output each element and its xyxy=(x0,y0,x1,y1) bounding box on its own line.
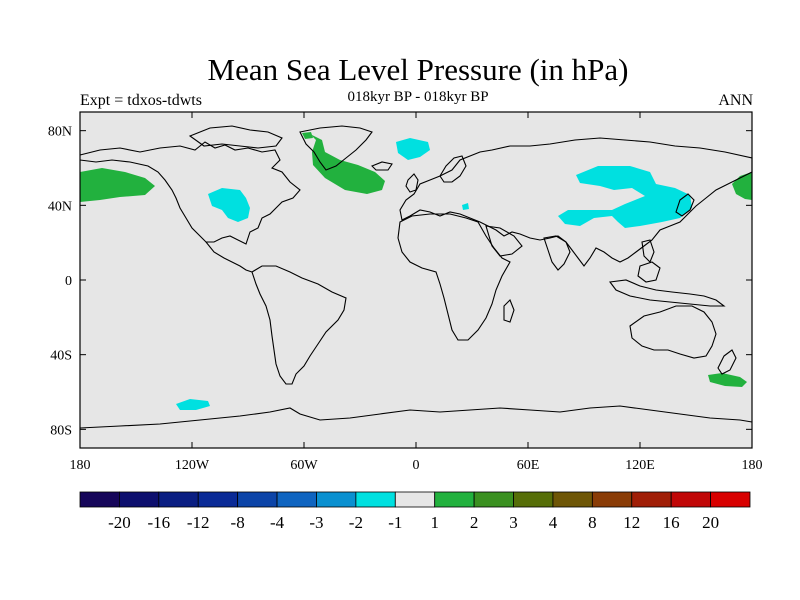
anomaly-north-america-low xyxy=(208,188,250,222)
lon-tick-label: 0 xyxy=(413,458,420,473)
coast-philippines xyxy=(641,239,655,263)
colorbar-label: -2 xyxy=(349,513,363,532)
coast-arctic-islands xyxy=(188,125,283,149)
anomaly-arctic-atlantic-low xyxy=(396,138,430,160)
colorbar-label: -20 xyxy=(108,513,131,532)
coast-north-america xyxy=(79,141,301,245)
coast-britain xyxy=(405,173,419,193)
anomaly-southwest-pacific-high xyxy=(708,373,747,387)
colorbar-label: -8 xyxy=(231,513,245,532)
coast-central-america xyxy=(205,241,253,273)
anomaly-greenland-high-2 xyxy=(302,132,313,139)
colorbar-label: -1 xyxy=(388,513,402,532)
lat-tick-label: 0 xyxy=(65,274,72,289)
colorbar-label: -3 xyxy=(309,513,323,532)
plot-title: Mean Sea Level Pressure (in hPa) xyxy=(207,52,629,87)
colorbar: -20 -16 -12 -8 -4 -3 -2 -1 1 2 3 4 8 12 16 20 xyxy=(79,491,751,532)
coast-india xyxy=(543,235,571,271)
coast-scandinavia xyxy=(439,155,467,183)
colorbar-swatch xyxy=(237,491,278,508)
coast-antarctica xyxy=(79,405,753,429)
colorbar-label: 12 xyxy=(623,513,640,532)
plot-subtitle: 018kyr BP - 018kyr BP xyxy=(347,89,489,105)
lat-tick-label: 80S xyxy=(50,423,72,438)
colorbar-swatch xyxy=(355,491,396,508)
colorbar-swatch xyxy=(631,491,672,508)
colorbar-label: 4 xyxy=(549,513,558,532)
colorbar-swatch xyxy=(473,491,514,508)
lat-tick-label: 80N xyxy=(48,125,72,140)
colorbar-label: 2 xyxy=(470,513,479,532)
colorbar-swatch xyxy=(394,491,436,508)
anomaly-greenland-high xyxy=(310,134,385,194)
map-background xyxy=(80,112,752,448)
anomaly-small-cyan xyxy=(462,203,469,210)
colorbar-label: -16 xyxy=(147,513,170,532)
colorbar-label: 16 xyxy=(663,513,680,532)
lat-tick-label: 40S xyxy=(50,349,72,364)
coast-south-america xyxy=(251,265,347,385)
coast-eurasia xyxy=(399,137,753,267)
colorbar-swatch xyxy=(276,491,317,508)
lon-tick-label: 120W xyxy=(175,458,210,473)
colorbar-swatch xyxy=(710,491,751,508)
colorbar-swatch xyxy=(79,491,120,508)
lon-tick-label: 60W xyxy=(290,458,318,473)
lon-tick-label: 180 xyxy=(70,458,91,473)
experiment-label: Expt = tdxos-tdwts xyxy=(80,92,202,109)
colorbar-swatch xyxy=(552,491,593,508)
colorbar-swatch xyxy=(434,491,475,508)
anomaly-north-pacific-high xyxy=(80,168,155,202)
coast-australia xyxy=(629,305,717,359)
longitude-axis: 180 120W 60W 0 60E 120E 180 xyxy=(70,112,763,473)
colorbar-swatch xyxy=(513,491,554,508)
coast-madagascar xyxy=(503,299,515,323)
coast-indonesia xyxy=(608,279,726,307)
coast-greenland xyxy=(299,125,373,171)
colorbar-swatch xyxy=(119,491,160,508)
lon-tick-label: 60E xyxy=(517,458,540,473)
coast-arabia xyxy=(485,225,523,257)
anomaly-southern-ocean-low xyxy=(176,399,210,410)
colorbar-swatch xyxy=(591,491,633,508)
coast-iceland xyxy=(371,161,393,171)
anomaly-northeast-asia-low xyxy=(558,166,692,228)
colorbar-label: 3 xyxy=(509,513,518,532)
lat-tick-label: 40N xyxy=(48,199,72,214)
colorbar-label: 8 xyxy=(588,513,597,532)
latitude-axis: 80N 40N 0 40S 80S xyxy=(48,125,752,438)
colorbar-label: 20 xyxy=(702,513,719,532)
coast-africa xyxy=(397,213,511,341)
coast-new-zealand xyxy=(717,349,737,375)
colorbar-label: 1 xyxy=(430,513,439,532)
coast-borneo xyxy=(637,261,661,283)
colorbar-label: -4 xyxy=(270,513,285,532)
colorbar-swatch xyxy=(197,491,239,508)
coast-japan xyxy=(675,193,695,217)
colorbar-label: -12 xyxy=(187,513,210,532)
lon-tick-label: 120E xyxy=(625,458,655,473)
colorbar-swatch xyxy=(158,491,199,508)
season-label: ANN xyxy=(718,92,753,109)
lon-tick-label: 180 xyxy=(742,458,763,473)
colorbar-swatch xyxy=(316,491,357,508)
coastlines xyxy=(79,125,753,429)
colorbar-swatch xyxy=(670,491,711,508)
